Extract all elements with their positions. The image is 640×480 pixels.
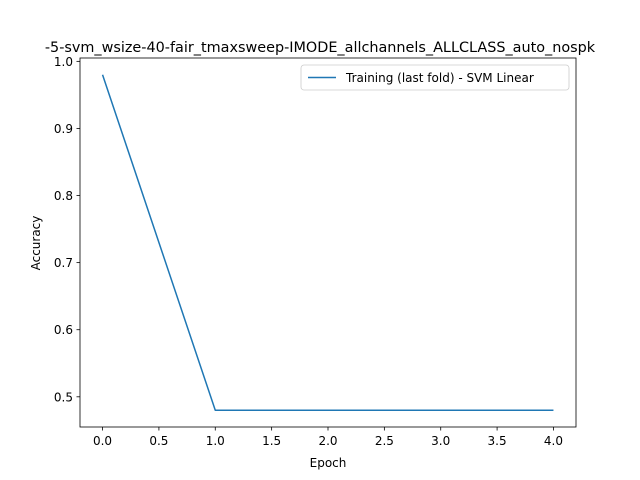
x-tick-label: 0.0	[93, 434, 112, 448]
chart-title: -5-svm_wsize-40-fair_tmaxsweep-IMODE_all…	[45, 40, 596, 56]
y-axis-label: Accuracy	[29, 216, 43, 271]
x-tick-label: 3.5	[488, 434, 507, 448]
y-tick-label: 0.6	[54, 323, 73, 337]
x-axis-label: Epoch	[310, 456, 347, 470]
x-tick-label: 4.0	[544, 434, 563, 448]
y-tick-label: 0.9	[54, 122, 73, 136]
y-tick-label: 1.0	[54, 55, 73, 69]
x-tick-label: 2.0	[318, 434, 337, 448]
y-tick-label: 0.7	[54, 256, 73, 270]
legend-box	[300, 64, 570, 91]
axes-frame	[79, 57, 577, 428]
series-line	[101, 74, 554, 411]
x-tick-label: 1.0	[206, 434, 225, 448]
plot-area: 0.0 0.5 1.0 1.5 2.0 2.5 3.0 3.5 4.0 0.5 0.6 0.7 0.8 0…	[54, 55, 577, 448]
x-tick-label: 2.5	[375, 434, 394, 448]
x-tick-label: 0.5	[149, 434, 168, 448]
x-tick-label: 3.0	[431, 434, 450, 448]
x-tick-label: 1.5	[262, 434, 281, 448]
legend-entry: Training (last fold) - SVM Linear	[345, 71, 534, 85]
y-tick-label: 0.5	[54, 390, 73, 404]
y-tick-label: 0.8	[54, 189, 73, 203]
